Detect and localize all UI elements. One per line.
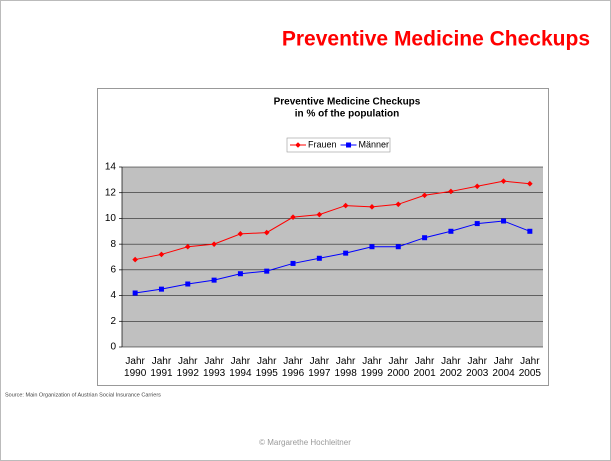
marker xyxy=(395,201,402,208)
marker xyxy=(527,180,533,187)
chart-subtitle: in % of the population xyxy=(295,109,399,120)
marker xyxy=(264,268,270,274)
marker xyxy=(237,231,244,237)
marker xyxy=(474,221,480,227)
marker xyxy=(185,281,191,287)
marker xyxy=(422,235,428,241)
marker xyxy=(421,192,428,199)
series-line xyxy=(135,220,531,294)
source: Source: Main Organization of Austrian So… xyxy=(5,392,161,398)
marker xyxy=(211,241,217,247)
chart-title: Preventive Medicine Checkups xyxy=(274,97,421,108)
y-tick-label: 14 xyxy=(105,162,117,173)
marker xyxy=(158,286,164,292)
x-tick-label: Jahr 1999 xyxy=(361,356,384,379)
x-tick-label: Jahr 1993 xyxy=(203,356,226,379)
marker xyxy=(237,271,243,277)
y-tick-label: 12 xyxy=(105,187,117,198)
y-tick-label: 8 xyxy=(110,239,116,250)
x-tick-label: Jahr 1991 xyxy=(150,356,173,379)
x-tick-label: Jahr 2005 xyxy=(519,356,542,379)
y-tick-label: 6 xyxy=(110,264,116,275)
y-tick-label: 10 xyxy=(105,213,117,224)
marker xyxy=(527,228,533,234)
plot-area xyxy=(122,167,543,347)
x-tick-label: Jahr 1992 xyxy=(177,356,200,379)
legend-label: Männer xyxy=(359,139,390,149)
x-tick-label: Jahr 1995 xyxy=(256,356,279,379)
marker xyxy=(263,229,270,236)
y-tick-label: 4 xyxy=(110,290,116,301)
x-tick-label: Jahr 1996 xyxy=(282,356,305,379)
legend-marker xyxy=(295,142,301,148)
marker xyxy=(316,211,323,218)
marker xyxy=(211,277,217,283)
marker xyxy=(501,218,507,224)
x-tick-label: Jahr 1990 xyxy=(124,356,147,379)
x-tick-label: Jahr 2001 xyxy=(413,356,436,379)
y-tick-label: 2 xyxy=(110,316,116,327)
marker xyxy=(369,204,375,210)
marker xyxy=(474,183,481,190)
series-line xyxy=(135,180,530,261)
y-tick-label: 0 xyxy=(110,342,116,353)
x-tick-label: Jahr 1994 xyxy=(229,356,252,379)
marker xyxy=(395,244,401,250)
legend-label: Frauen xyxy=(308,139,337,149)
marker xyxy=(448,188,454,195)
marker xyxy=(316,255,322,261)
marker xyxy=(184,243,191,250)
x-tick-label: Jahr 2002 xyxy=(440,356,463,379)
x-tick-label: Jahr 2004 xyxy=(492,356,515,379)
marker xyxy=(132,256,138,263)
marker xyxy=(343,250,349,256)
footer: © Margarethe Hochleitner xyxy=(259,438,351,447)
legend-box xyxy=(286,137,391,153)
marker xyxy=(290,260,296,266)
marker xyxy=(158,251,165,258)
slide-title: Preventive Medicine Checkups xyxy=(282,28,590,51)
legend-marker xyxy=(346,142,352,148)
x-tick-label: Jahr 2003 xyxy=(466,356,489,379)
x-tick-label: Jahr 2000 xyxy=(387,356,410,379)
marker xyxy=(342,202,349,209)
x-tick-label: Jahr 1997 xyxy=(308,356,331,379)
marker xyxy=(448,228,454,234)
marker xyxy=(369,244,375,250)
marker xyxy=(132,290,138,296)
marker xyxy=(500,178,507,184)
x-tick-label: Jahr 1998 xyxy=(335,356,358,379)
marker xyxy=(290,214,296,220)
